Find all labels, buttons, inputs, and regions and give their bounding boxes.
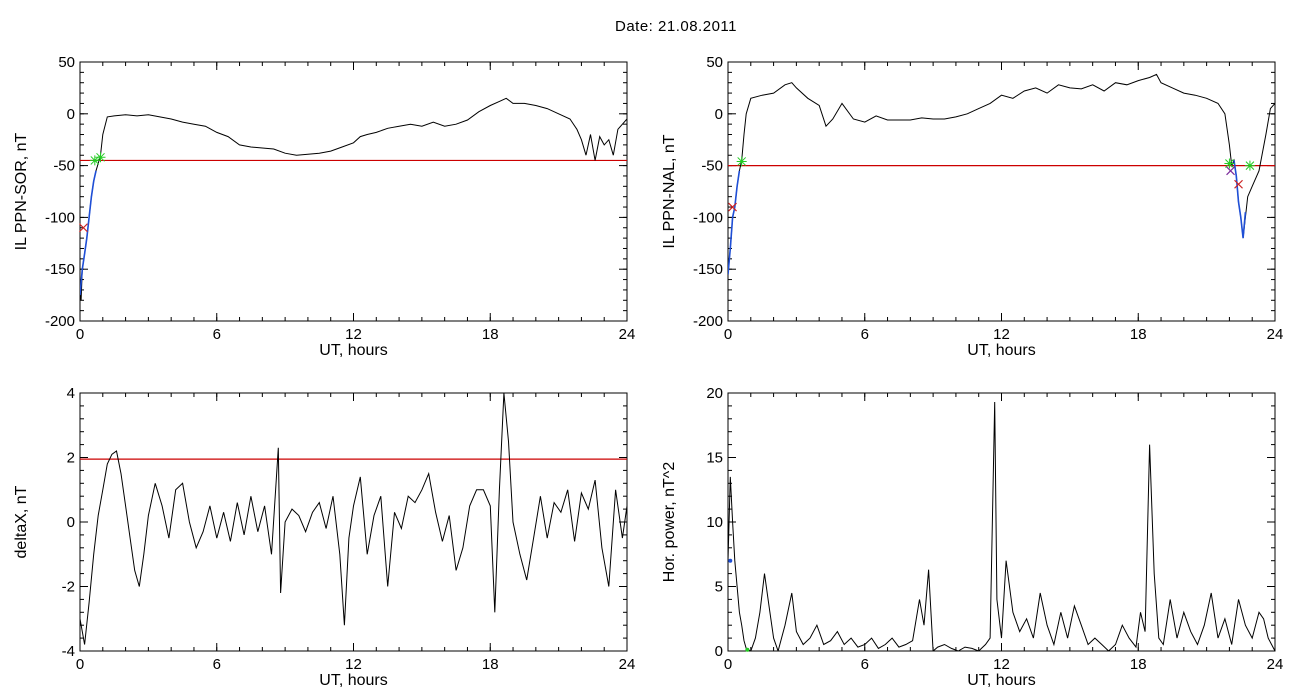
star-marker bbox=[1244, 160, 1255, 171]
y-tick-label: 10 bbox=[706, 514, 723, 531]
plot-frame bbox=[727, 392, 1276, 652]
x-tick-label: 24 bbox=[1267, 326, 1284, 343]
y-tick-label: -4 bbox=[62, 643, 75, 660]
plot-frame bbox=[727, 61, 1276, 322]
y-tick-label: -200 bbox=[45, 313, 75, 330]
y-tick-label: 5 bbox=[715, 579, 723, 596]
x-tick-label: 24 bbox=[619, 656, 636, 673]
x-axis-label: UT, hours bbox=[967, 342, 1035, 359]
star-marker bbox=[89, 155, 100, 166]
series-line bbox=[728, 73, 1275, 275]
plot-frame bbox=[79, 61, 628, 322]
x-tick-label: 6 bbox=[213, 326, 221, 343]
y-tick-label: 0 bbox=[67, 106, 75, 123]
series-line bbox=[80, 97, 627, 301]
x-tick-label: 6 bbox=[861, 656, 869, 673]
x-tick-label: 0 bbox=[724, 326, 732, 343]
x-tick-label: 12 bbox=[345, 656, 362, 673]
y-tick-label: 20 bbox=[706, 385, 723, 402]
star-marker bbox=[736, 156, 747, 167]
x-tick-label: 12 bbox=[993, 656, 1010, 673]
x-tick-label: 6 bbox=[861, 326, 869, 343]
y-tick-label: 50 bbox=[58, 54, 75, 71]
y-tick-label: -2 bbox=[62, 579, 75, 596]
y-tick-label: 50 bbox=[706, 54, 723, 71]
x-tick-label: 18 bbox=[482, 656, 499, 673]
y-tick-label: -100 bbox=[693, 209, 723, 226]
y-axis-label: IL PPN-SOR, nT bbox=[13, 132, 30, 250]
point-marker bbox=[745, 647, 750, 652]
y-tick-label: 2 bbox=[67, 450, 75, 467]
x-tick-label: 0 bbox=[76, 326, 84, 343]
x-tick-label: 24 bbox=[619, 326, 636, 343]
x-tick-label: 12 bbox=[993, 326, 1010, 343]
y-tick-label: 15 bbox=[706, 450, 723, 467]
x-tick-label: 18 bbox=[1130, 656, 1147, 673]
x-axis-label: UT, hours bbox=[319, 342, 387, 359]
x-tick-label: 0 bbox=[724, 656, 732, 673]
chart-panel-il-ppn-sor: 0 6 12 18 24 -200 -150 -100 -50 0 50 UT, hours IL PP… bbox=[13, 54, 635, 359]
series-line bbox=[80, 393, 627, 645]
y-tick-label: 0 bbox=[715, 106, 723, 123]
x-marker bbox=[728, 202, 737, 212]
y-tick-label: 0 bbox=[715, 643, 723, 660]
x-tick-label: 24 bbox=[1267, 656, 1284, 673]
y-tick-label: -150 bbox=[45, 261, 75, 278]
y-tick-label: -100 bbox=[45, 209, 75, 226]
point-marker bbox=[728, 558, 733, 563]
highlight-line bbox=[80, 170, 97, 296]
x-tick-label: 6 bbox=[213, 656, 221, 673]
x-tick-label: 18 bbox=[482, 326, 499, 343]
x-marker bbox=[78, 223, 88, 233]
x-tick-label: 18 bbox=[1130, 326, 1147, 343]
chart-panel-hor-power: 0 6 12 18 24 0 5 10 15 20 UT, hours Hor. power, nT^… bbox=[661, 385, 1283, 689]
y-tick-label: -50 bbox=[53, 158, 75, 175]
x-axis-label: UT, hours bbox=[967, 672, 1035, 689]
chart-panel-il-ppn-nal: 0 6 12 18 24 -200 -150 -100 -50 0 50 UT, hours IL PP… bbox=[661, 54, 1283, 359]
y-tick-label: -50 bbox=[701, 158, 723, 175]
highlight-line bbox=[728, 160, 1247, 275]
page-title: Date: 21.08.2011 bbox=[615, 18, 737, 35]
series-line bbox=[728, 401, 1275, 651]
x-tick-label: 0 bbox=[76, 656, 84, 673]
y-tick-label: -200 bbox=[693, 313, 723, 330]
y-tick-label: -150 bbox=[693, 261, 723, 278]
y-axis-label: IL PPN-NAL, nT bbox=[661, 134, 678, 248]
x-tick-label: 12 bbox=[345, 326, 362, 343]
y-axis-label: deltaX, nT bbox=[13, 485, 30, 558]
star-marker bbox=[1224, 158, 1235, 169]
y-axis-label: Hor. power, nT^2 bbox=[661, 462, 678, 583]
y-tick-label: 4 bbox=[67, 385, 75, 402]
y-tick-label: 0 bbox=[67, 514, 75, 531]
x-axis-label: UT, hours bbox=[319, 672, 387, 689]
x-marker bbox=[1234, 179, 1243, 189]
star-marker bbox=[95, 152, 106, 163]
x-marker bbox=[1226, 166, 1235, 176]
